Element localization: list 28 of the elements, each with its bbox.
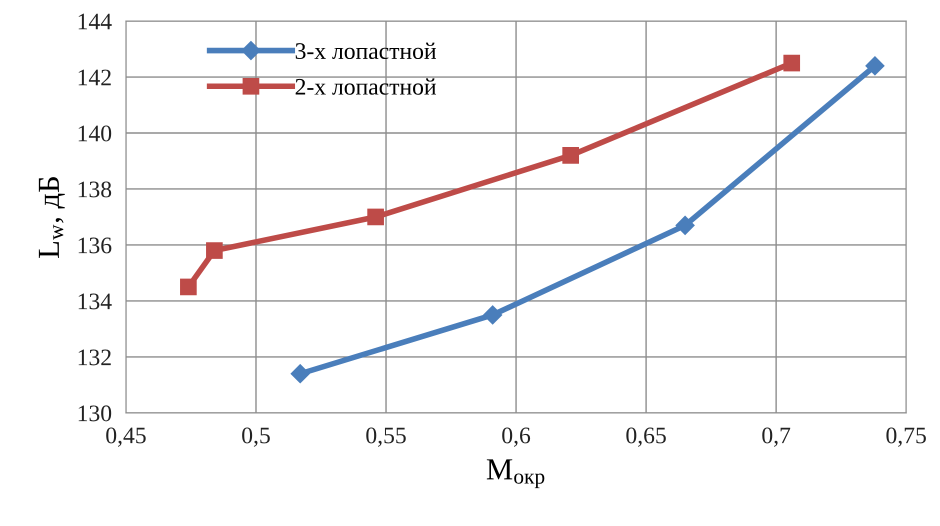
point	[783, 54, 800, 72]
point	[676, 216, 695, 235]
point	[180, 278, 197, 296]
x-tick-label: 0,45	[106, 427, 146, 447]
point	[206, 242, 223, 259]
point	[562, 147, 580, 164]
x-tick-label: 0,75	[886, 427, 926, 447]
y-tick-label: 140	[78, 125, 112, 142]
x-tick-label: 0,6	[502, 427, 530, 447]
x-tick-label: 0,7	[762, 427, 790, 447]
y-tick-label: 144	[78, 14, 112, 30]
y-tick-label: 134	[78, 294, 112, 310]
x-tick-label: 0,55	[366, 427, 406, 447]
legend-label: 3-х лопастной	[296, 42, 436, 60]
legend-label: 2-х лопастной	[296, 78, 436, 95]
y-tick-label: 138	[78, 181, 112, 198]
point	[483, 305, 502, 324]
x-axis-title: M$_{окр}$	[486, 459, 544, 488]
x-tick-label: 0,65	[626, 427, 666, 447]
y-tick-label: 142	[78, 70, 111, 86]
y-tick-label: 132	[78, 349, 111, 366]
point	[367, 208, 384, 226]
y-axis-title: L$_{w}$, дБ	[38, 177, 65, 258]
y-tick-label: 136	[78, 238, 112, 254]
x-tick-label: 0,5	[242, 427, 270, 447]
y-tick-label: 130	[78, 405, 112, 422]
point	[865, 56, 884, 76]
point	[290, 364, 310, 384]
